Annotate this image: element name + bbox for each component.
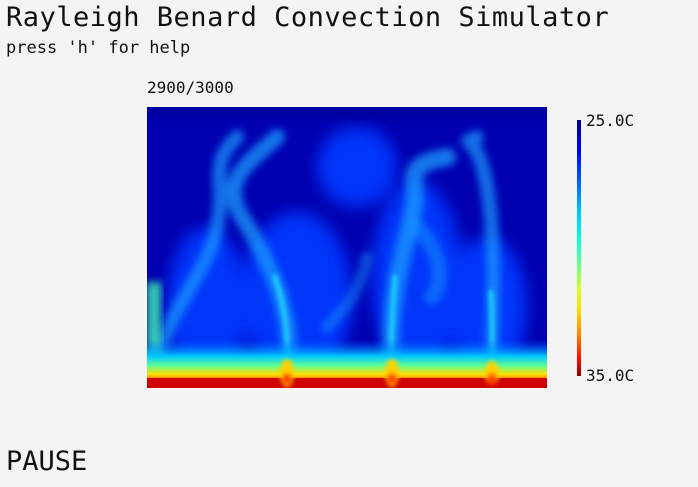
pause-status: PAUSE [6,446,88,477]
temperature-field [147,107,547,388]
app-title: Rayleigh Benard Convection Simulator [6,2,610,33]
temperature-field-heatmap [147,107,547,388]
colorbar-min-label: 35.0C [586,366,635,385]
temperature-colorbar [577,120,581,376]
colorbar-max-label: 25.0C [586,111,635,130]
step-counter: 2900/3000 [147,78,234,97]
help-hint: press 'h' for help [6,38,191,58]
